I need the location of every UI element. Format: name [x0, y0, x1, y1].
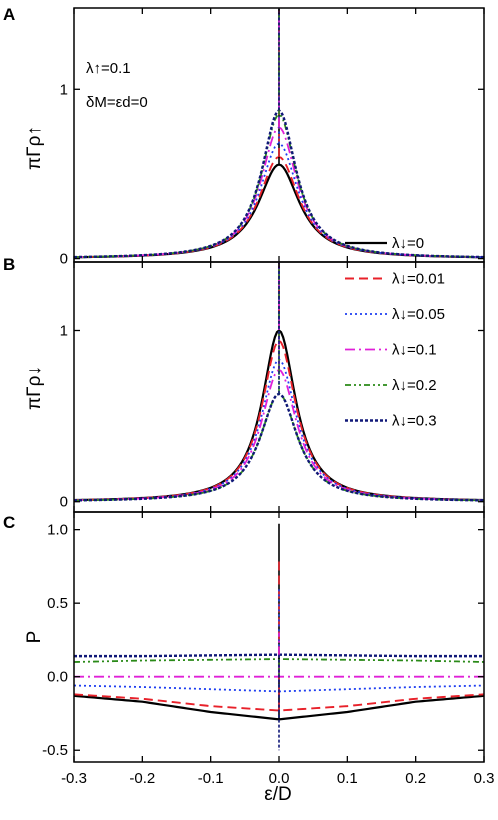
- annotation-lambda-up: λ↑=0.1: [86, 60, 131, 77]
- y-axis-title-c: P: [24, 631, 45, 644]
- legend-label: λ↓=0.2: [392, 377, 437, 394]
- y-tick-label: 0.0: [47, 669, 68, 686]
- legend-label: λ↓=0: [392, 235, 424, 252]
- legend-label: λ↓=0.01: [392, 271, 445, 288]
- legend: λ↓=0 λ↓=0.01 λ↓=0.05 λ↓=0.1 λ↓=0.2 λ↓=0.3: [345, 235, 445, 430]
- y-tick-label: 1.0: [47, 522, 68, 539]
- series-line-c-1: [73, 693, 485, 712]
- series-line-a-4: [73, 113, 485, 258]
- x-tick-label: 0.2: [405, 770, 426, 787]
- series-line-b-5: [73, 392, 485, 502]
- series-line-b-4: [73, 392, 485, 502]
- x-tick-label: 0.0: [269, 770, 290, 787]
- x-tick-label: 0.1: [337, 770, 358, 787]
- y-tick-label: 1: [60, 322, 68, 339]
- panel-label-a: A: [3, 5, 15, 24]
- plot-a: 01: [60, 7, 485, 268]
- legend-label: λ↓=0.1: [392, 342, 437, 359]
- plot-c: -0.3 -0.2 -0.1 0.0 0.1 0.2 0.3 -0.5 0.0 0.5 1.0: [42, 511, 495, 787]
- y-tick-label: 0.5: [47, 595, 68, 612]
- panel-label-b: B: [3, 255, 15, 274]
- legend-label: λ↓=0.3: [392, 413, 437, 430]
- y-tick-label: 0: [60, 494, 68, 511]
- x-tick-label: -0.3: [61, 770, 87, 787]
- y-tick-label: 0: [60, 251, 68, 268]
- panel-label-c: C: [3, 513, 15, 532]
- x-tick-label: -0.2: [129, 770, 155, 787]
- legend-label: λ↓=0.05: [392, 306, 445, 323]
- y-axis-title-b: πΓρ↓: [24, 366, 45, 410]
- annotation-delta: δM=εd=0: [86, 94, 148, 111]
- x-tick-label: 0.3: [474, 770, 495, 787]
- x-axis-title: ε/D: [264, 784, 291, 805]
- y-tick-label: 1: [60, 81, 68, 98]
- y-axis-title-a: πΓρ↑: [24, 126, 45, 170]
- y-tick-label: -0.5: [42, 742, 68, 759]
- x-tick-label: -0.1: [198, 770, 224, 787]
